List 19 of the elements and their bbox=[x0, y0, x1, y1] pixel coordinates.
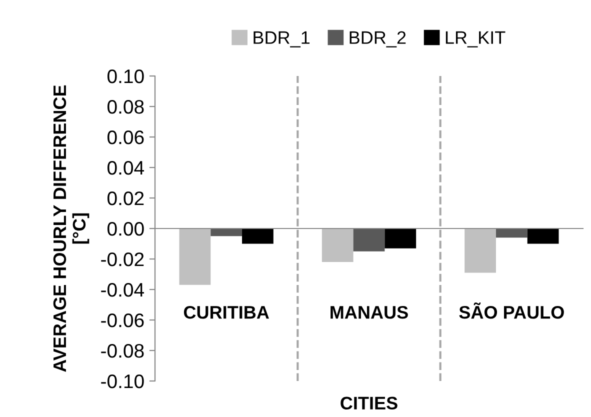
y-tick-label: 0.10 bbox=[108, 69, 144, 84]
x-tick-label: CURITIBA bbox=[184, 306, 269, 319]
legend-label: BDR_2 bbox=[350, 31, 406, 48]
y-tick-label: 0.00 bbox=[108, 222, 144, 236]
x-tick-label: MANAUS bbox=[330, 306, 408, 319]
y-tick-label: 0.04 bbox=[108, 160, 144, 175]
x-axis-title: CITIES bbox=[340, 396, 398, 410]
y-tick-label: -0.04 bbox=[101, 282, 144, 297]
y-tick-label: 0.02 bbox=[108, 191, 144, 206]
y-tick-label: -0.08 bbox=[101, 344, 144, 358]
y-tick-label: 0.08 bbox=[108, 100, 144, 114]
y-tick-label: -0.10 bbox=[101, 374, 144, 388]
legend-label: BDR_1 bbox=[254, 31, 310, 48]
legend-label: LR_KIT bbox=[446, 31, 506, 48]
y-tick-label: -0.02 bbox=[101, 252, 144, 266]
x-tick-label: SÃO PAULO bbox=[459, 302, 564, 319]
y-tick-label: 0.06 bbox=[108, 130, 144, 144]
y-axis-title: AVERAGE HOURLY DIFFERENCE [°C] bbox=[53, 85, 90, 372]
y-tick-label: -0.06 bbox=[101, 313, 144, 328]
